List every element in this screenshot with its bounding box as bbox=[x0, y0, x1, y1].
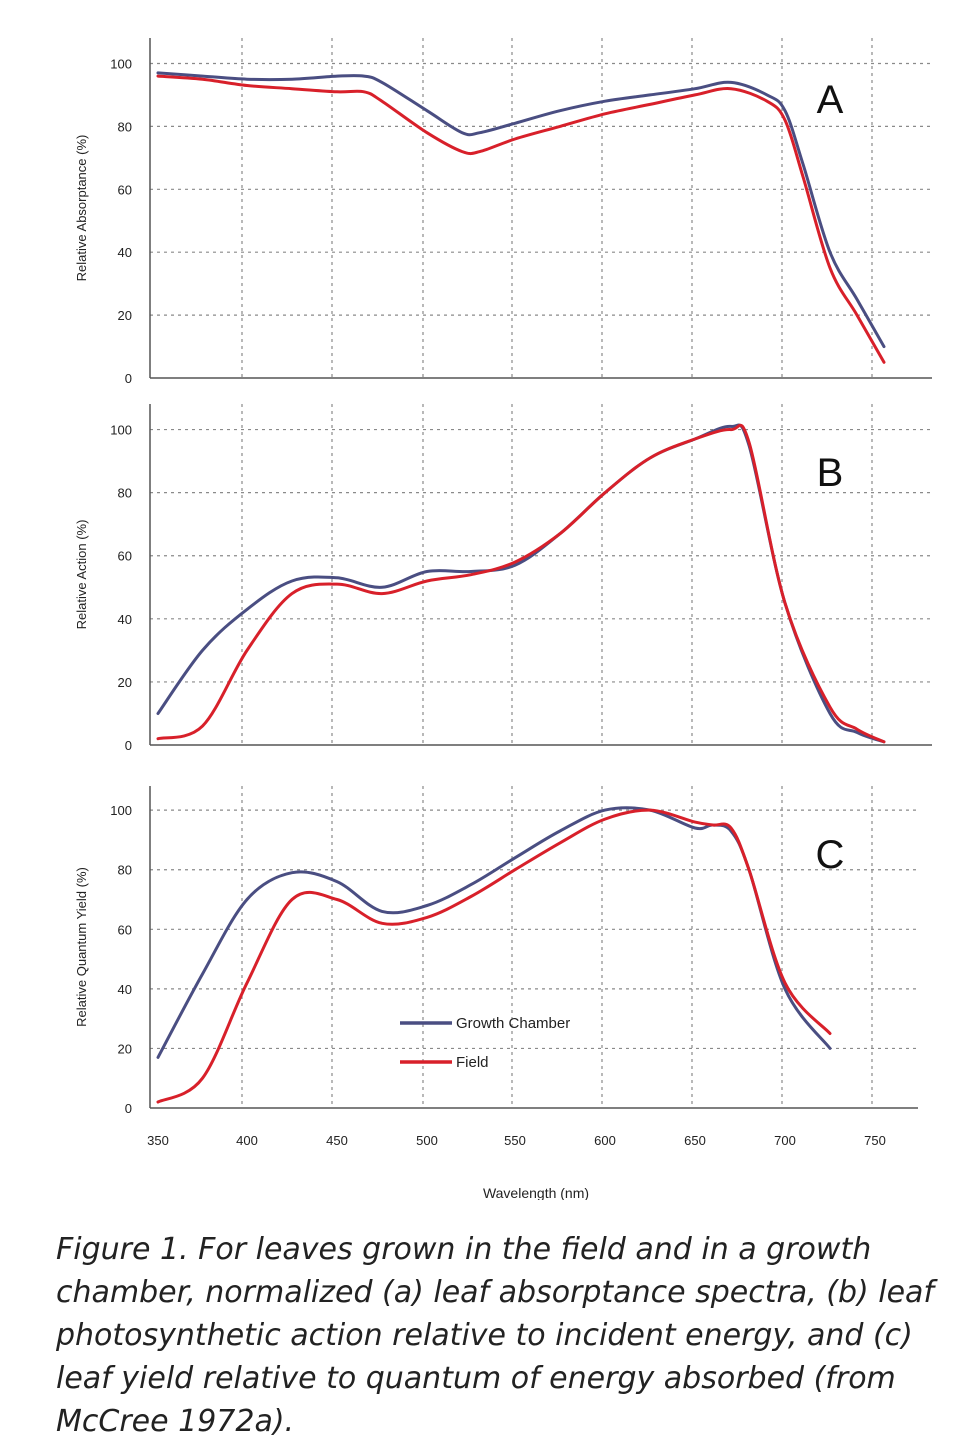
y-tick-label: 40 bbox=[118, 612, 132, 627]
y-tick-label: 100 bbox=[110, 57, 132, 72]
x-tick-label: 550 bbox=[504, 1133, 526, 1148]
y-tick-label: 0 bbox=[125, 1101, 132, 1116]
y-axis-label: Relative Quantum Yield (%) bbox=[74, 867, 89, 1027]
panel-letter: B bbox=[817, 451, 844, 495]
series-line-field bbox=[156, 74, 886, 364]
y-tick-label: 20 bbox=[118, 675, 132, 690]
y-tick-label: 80 bbox=[118, 863, 132, 878]
y-tick-label: 40 bbox=[118, 982, 132, 997]
panel-b: 0 20 40 60 80 100 Relative Action (%) B bbox=[74, 404, 932, 753]
x-tick-label: 750 bbox=[864, 1133, 886, 1148]
y-tick-label: 20 bbox=[118, 308, 132, 323]
series-line-field bbox=[156, 808, 832, 1104]
y-axis-label: Relative Absorptance (%) bbox=[74, 135, 89, 282]
x-tick-label: 650 bbox=[684, 1133, 706, 1148]
legend-label: Growth Chamber bbox=[456, 1015, 570, 1032]
y-tick-label: 100 bbox=[110, 423, 132, 438]
x-axis-label: Wavelength (nm) bbox=[483, 1185, 589, 1200]
y-tick-label: 60 bbox=[118, 922, 132, 937]
figure-caption: Figure 1. For leaves grown in the field … bbox=[56, 1232, 934, 1439]
y-tick-label: 80 bbox=[118, 119, 132, 134]
y-tick-label: 60 bbox=[118, 549, 132, 564]
x-tick-label: 400 bbox=[236, 1133, 258, 1148]
x-tick-label: 450 bbox=[326, 1133, 348, 1148]
legend: Growth Chamber Field bbox=[400, 1015, 570, 1071]
x-tick-label: 600 bbox=[594, 1133, 616, 1148]
series-line-field bbox=[156, 423, 886, 744]
panel-letter: A bbox=[817, 78, 844, 122]
y-tick-label: 40 bbox=[118, 245, 132, 260]
y-tick-label: 0 bbox=[125, 738, 132, 753]
y-tick-label: 0 bbox=[125, 371, 132, 386]
series-line-growth-chamber bbox=[156, 423, 886, 744]
y-tick-label: 60 bbox=[118, 182, 132, 197]
y-tick-label: 100 bbox=[110, 803, 132, 818]
panel-letter: C bbox=[816, 833, 845, 877]
series-line-growth-chamber bbox=[156, 71, 886, 349]
y-axis-label: Relative Action (%) bbox=[74, 520, 89, 630]
y-tick-label: 20 bbox=[118, 1041, 132, 1056]
x-tick-label: 350 bbox=[147, 1133, 169, 1148]
panel-a: 0 20 40 60 80 100 Relative Absorptance (%) A bbox=[74, 38, 932, 386]
legend-label: Field bbox=[456, 1054, 489, 1071]
x-tick-label: 700 bbox=[774, 1133, 796, 1148]
x-tick-label: 500 bbox=[416, 1133, 438, 1148]
figure-chart: 0 20 40 60 80 100 Relative Absorptance (%) A 0 20… bbox=[74, 38, 932, 1200]
y-tick-label: 80 bbox=[118, 486, 132, 501]
panel-c: 0 20 40 60 80 100 Relative Quantum Yield (%) C 3… bbox=[74, 786, 918, 1200]
